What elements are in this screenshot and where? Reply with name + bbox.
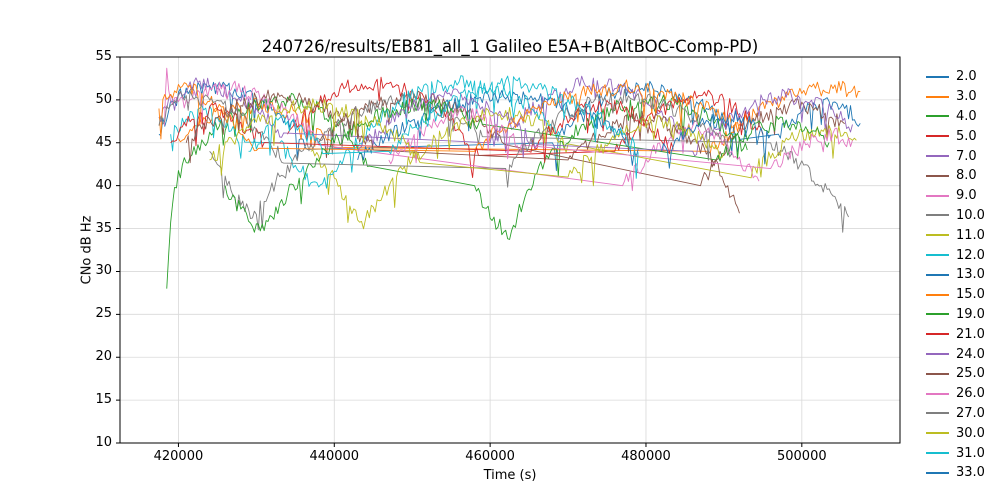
legend-line-sample: [926, 372, 949, 375]
legend-item: 24.0: [926, 344, 985, 364]
x-tick-label: 460000: [465, 449, 515, 464]
legend-item: 4.0: [926, 107, 985, 127]
legend-line-sample: [926, 214, 949, 217]
legend-label: 2.0: [956, 69, 977, 85]
y-tick-label: 10: [95, 435, 112, 450]
legend-label: 8.0: [956, 168, 977, 184]
legend-line-sample: [926, 254, 949, 257]
legend-item: 3.0: [926, 87, 985, 107]
legend-item: 9.0: [926, 186, 985, 206]
y-tick-label: 30: [95, 263, 112, 279]
legend-line-sample: [926, 412, 949, 415]
legend-label: 15.0: [956, 287, 985, 303]
legend-line-sample: [926, 273, 949, 276]
y-tick-label: 50: [95, 91, 112, 107]
legend-item: 8.0: [926, 166, 985, 186]
legend-line-sample: [926, 194, 949, 197]
y-tick-label: 25: [95, 306, 112, 322]
legend-label: 11.0: [956, 227, 985, 243]
legend-line-sample: [926, 135, 949, 138]
legend-line-sample: [926, 174, 949, 177]
y-tick-label: 55: [95, 49, 112, 64]
legend-label: 3.0: [956, 89, 977, 105]
chart-title: 240726/results/EB81_all_1 Galileo E5A+B(…: [261, 37, 759, 56]
x-tick-label: 500000: [776, 449, 827, 464]
legend: 2.0 3.0 4.0 5.0 7.0 8.0 9.0 10.0 11.0 12.0 13.0 15.…: [926, 67, 985, 483]
y-tick-label: 20: [95, 349, 112, 365]
legend-item: 10.0: [926, 206, 985, 226]
legend-item: 2.0: [926, 67, 985, 87]
x-tick-label: 420000: [153, 449, 204, 464]
y-tick-label: 45: [95, 134, 112, 150]
legend-line-sample: [926, 432, 949, 435]
legend-item: 31.0: [926, 443, 985, 463]
legend-label: 10.0: [956, 207, 985, 223]
legend-line-sample: [926, 95, 949, 98]
legend-item: 11.0: [926, 225, 985, 245]
legend-item: 33.0: [926, 463, 985, 483]
legend-label: 7.0: [956, 148, 977, 164]
y-tick-label: 40: [95, 177, 112, 193]
legend-line-sample: [926, 115, 949, 118]
legend-line-sample: [926, 471, 949, 474]
legend-item: 19.0: [926, 305, 985, 325]
legend-line-sample: [926, 452, 949, 455]
legend-item: 5.0: [926, 126, 985, 146]
x-tick-label: 480000: [621, 449, 671, 464]
legend-item: 21.0: [926, 324, 985, 344]
legend-item: 26.0: [926, 384, 985, 404]
legend-label: 31.0: [956, 445, 985, 461]
legend-label: 26.0: [956, 386, 985, 402]
legend-item: 27.0: [926, 404, 985, 424]
legend-line-sample: [926, 333, 949, 336]
legend-label: 4.0: [956, 108, 977, 124]
legend-label: 5.0: [956, 128, 977, 144]
x-axis-label: Time (s): [483, 468, 537, 483]
legend-label: 9.0: [956, 188, 977, 204]
legend-item: 15.0: [926, 285, 985, 305]
legend-label: 27.0: [956, 405, 985, 421]
legend-line-sample: [926, 313, 949, 316]
legend-item: 12.0: [926, 245, 985, 265]
legend-label: 30.0: [956, 425, 985, 441]
legend-line-sample: [926, 234, 949, 237]
x-tick-label: 440000: [309, 449, 360, 464]
legend-label: 25.0: [956, 366, 985, 382]
legend-label: 21.0: [956, 326, 985, 342]
legend-line-sample: [926, 75, 949, 78]
legend-item: 13.0: [926, 265, 985, 285]
legend-line-sample: [926, 155, 949, 158]
legend-item: 25.0: [926, 364, 985, 384]
legend-label: 24.0: [956, 346, 985, 362]
y-tick-label: 15: [95, 392, 112, 408]
legend-label: 33.0: [956, 465, 985, 481]
legend-line-sample: [926, 353, 949, 356]
legend-item: 30.0: [926, 423, 985, 443]
y-tick-label: 35: [95, 220, 112, 236]
legend-label: 12.0: [956, 247, 985, 263]
legend-item: 7.0: [926, 146, 985, 166]
legend-line-sample: [926, 392, 949, 395]
legend-line-sample: [926, 293, 949, 296]
legend-label: 13.0: [956, 267, 985, 283]
legend-label: 19.0: [956, 306, 985, 322]
